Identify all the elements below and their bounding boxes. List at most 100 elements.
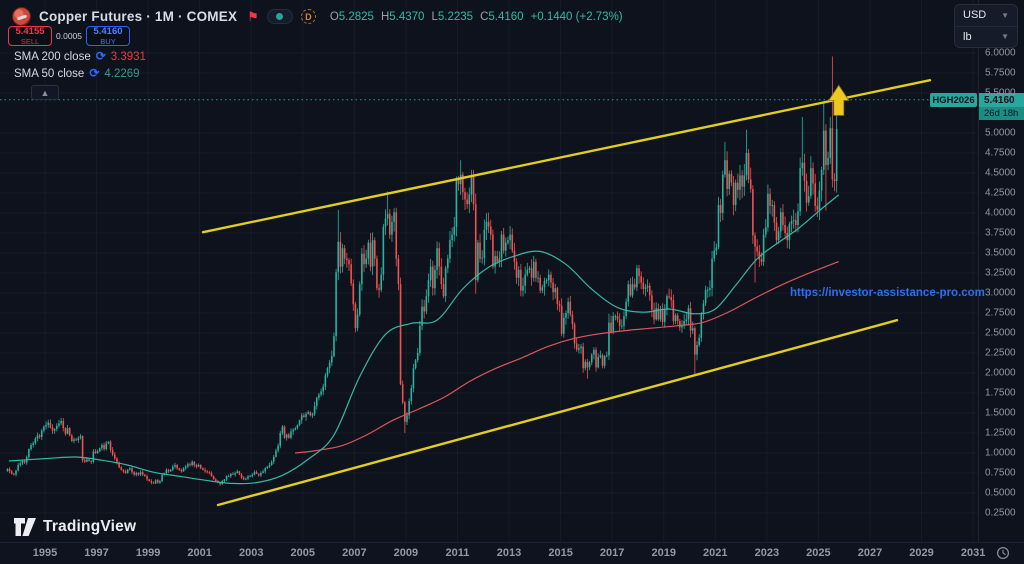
price-axis-label: 5.7500	[985, 67, 1016, 79]
low-label: L	[431, 10, 438, 23]
price-axis-label: 1.7500	[985, 387, 1016, 399]
chart-plot-area[interactable]	[0, 0, 978, 542]
buy-label: BUY	[100, 36, 116, 46]
sma50-line	[8, 194, 840, 485]
unit-selector-panel: USD ▼ lb ▼	[954, 4, 1018, 48]
chevron-down-icon: ▼	[1001, 32, 1009, 42]
grid-lines	[0, 0, 978, 542]
time-axis-label: 2007	[342, 547, 367, 559]
time-axis-label: 2029	[909, 547, 934, 559]
currency-value: USD	[963, 9, 987, 22]
price-axis-label: 3.5000	[985, 247, 1016, 259]
timezone-clock-icon[interactable]	[996, 546, 1010, 560]
flag-icon[interactable]: ⚑	[247, 8, 259, 24]
tradingview-logo-text: TradingView	[43, 518, 137, 535]
symbol-header: Copper Futures · 1M · COMEX ⚑ D O5.2825 …	[12, 7, 623, 26]
change-value: +0.1440 (+2.73%)	[530, 10, 623, 23]
high-value: 5.4370	[389, 10, 425, 23]
time-axis-label: 2025	[806, 547, 831, 559]
time-axis-label: 2017	[599, 547, 625, 559]
trade-panel: 5.4155 SELL 0.0005 5.4160 BUY	[8, 26, 130, 46]
indicator-value: 3.3931	[110, 51, 146, 63]
time-axis-label: 2005	[290, 547, 316, 559]
price-axis-label: 3.2500	[985, 267, 1016, 279]
price-axis-label: 1.0000	[985, 447, 1016, 459]
price-axis[interactable]: 5.4160 26d 18h 6.0000 5.7500 5.5000 5.0000 4…	[978, 0, 1024, 542]
candles	[6, 56, 840, 486]
arrow-up-marker[interactable]	[828, 84, 850, 116]
loading-spinner-icon: ⟳	[89, 66, 100, 80]
tradingview-logo[interactable]: TradingView	[14, 518, 136, 536]
tradingview-logo-icon	[14, 518, 36, 536]
loading-spinner-icon: ⟳	[95, 49, 106, 63]
time-axis-label: 2021	[703, 547, 728, 559]
price-axis-label: 4.0000	[985, 207, 1016, 219]
time-axis-label: 2013	[496, 547, 522, 559]
ohlc-values: O5.2825 H5.4370 L5.2235 C5.4160 +0.1440 …	[330, 11, 623, 23]
sell-price: 5.4155	[15, 26, 45, 37]
open-label: O	[329, 10, 339, 23]
price-axis-label: 2.2500	[985, 347, 1016, 359]
indicator-name: SMA 200 close	[14, 51, 91, 63]
watermark-link[interactable]: https://investor-assistance-pro.com	[790, 287, 985, 299]
buy-button[interactable]: 5.4160 BUY	[86, 26, 130, 46]
currency-dropdown[interactable]: USD ▼	[955, 5, 1017, 26]
time-axis-label: 1997	[84, 547, 109, 559]
current-price-label: 5.4160	[979, 93, 1024, 107]
bar-countdown-label: 26d 18h	[979, 107, 1024, 120]
price-axis-label: 3.0000	[985, 287, 1016, 299]
time-axis-label: 2031	[960, 547, 986, 559]
time-axis-label: 2003	[238, 547, 264, 559]
symbol-title[interactable]: Copper Futures · 1M · COMEX	[39, 9, 238, 24]
price-axis-label: 0.5000	[985, 487, 1016, 499]
time-axis-label: 1995	[32, 547, 58, 559]
open-value: 5.2825	[338, 10, 374, 23]
price-axis-label: 5.5000	[985, 87, 1016, 99]
price-axis-label: 3.7500	[985, 227, 1016, 239]
time-axis-label: 2015	[548, 547, 573, 559]
time-axis-label: 2001	[187, 547, 212, 559]
contract-tag: HGH2026	[930, 93, 977, 107]
high-label: H	[380, 10, 390, 23]
unit-value: lb	[963, 30, 972, 43]
price-axis-label: 4.5000	[985, 167, 1016, 179]
price-axis-label: 1.5000	[985, 407, 1016, 419]
price-axis-label: 0.2500	[985, 507, 1016, 519]
time-axis[interactable]: 1995 1997 1999 2001 2003 2005 2007 2009 2011 2013…	[0, 542, 1024, 564]
chevron-down-icon: ▼	[1001, 10, 1009, 20]
time-axis-label: 2011	[445, 547, 470, 559]
indicator-sma50[interactable]: SMA 50 close ⟳ 4.2269	[14, 66, 140, 81]
price-axis-label: 5.0000	[985, 127, 1016, 139]
price-axis-label: 2.5000	[985, 327, 1016, 339]
delayed-data-badge[interactable]: D	[300, 9, 316, 24]
time-axis-label: 2019	[651, 547, 676, 559]
price-axis-label: 2.7500	[985, 307, 1016, 319]
price-axis-label: 2.0000	[985, 367, 1016, 379]
sell-button[interactable]: 5.4155 SELL	[8, 26, 52, 46]
market-status-dot-icon	[276, 13, 284, 20]
collapse-legend-button[interactable]: ▲	[31, 85, 59, 100]
sell-label: SELL	[20, 36, 40, 46]
indicator-value: 4.2269	[104, 68, 140, 80]
close-value: 5.4160	[488, 10, 524, 23]
symbol-logo-icon[interactable]	[12, 7, 31, 26]
indicator-name: SMA 50 close	[14, 68, 85, 80]
unit-dropdown[interactable]: lb ▼	[955, 25, 1017, 48]
time-axis-label: 2023	[754, 547, 780, 559]
low-value: 5.2235	[437, 10, 474, 23]
buy-price: 5.4160	[93, 26, 123, 37]
spread-value: 0.0005	[56, 31, 82, 41]
price-axis-label: 0.7500	[985, 467, 1016, 479]
price-axis-label: 6.0000	[985, 47, 1016, 59]
close-label: C	[480, 10, 489, 23]
trendline-drawings[interactable]	[201, 78, 932, 507]
time-axis-label: 2027	[857, 547, 883, 559]
indicator-sma200[interactable]: SMA 200 close ⟳ 3.3931	[14, 49, 146, 64]
time-axis-label: 1999	[135, 547, 161, 559]
status-toggle[interactable]	[266, 9, 293, 24]
price-axis-label: 1.2500	[985, 427, 1016, 439]
time-axis-label: 2009	[393, 547, 419, 559]
sma200-line	[294, 260, 839, 454]
price-axis-label: 4.2500	[985, 187, 1016, 199]
